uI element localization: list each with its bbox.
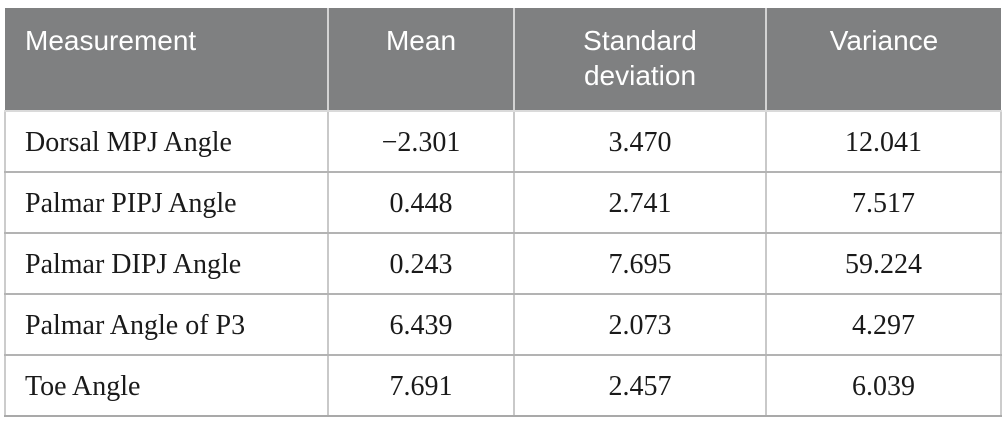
cell-mean: 0.448 xyxy=(327,172,514,234)
cell-measurement: Dorsal MPJ Angle xyxy=(4,111,328,173)
cell-mean: 7.691 xyxy=(327,355,514,417)
cell-mean: −2.301 xyxy=(327,111,514,173)
table-row: Palmar Angle of P3 6.439 2.073 4.297 xyxy=(4,294,1002,356)
cell-variance: 7.517 xyxy=(765,172,1002,234)
table-body: Dorsal MPJ Angle −2.301 3.470 12.041 Pal… xyxy=(4,111,1002,417)
cell-standard-deviation: 7.695 xyxy=(513,233,766,295)
header-cell-measurement: Measurement xyxy=(5,8,328,112)
cell-measurement: Palmar Angle of P3 xyxy=(4,294,328,356)
header-cell-variance: Variance xyxy=(765,8,1001,112)
header-cell-standard-deviation: Standard deviation xyxy=(513,8,766,112)
cell-mean: 6.439 xyxy=(327,294,514,356)
statistics-table-container: Measurement Mean Standard deviation Vari… xyxy=(4,8,1002,417)
table-row: Toe Angle 7.691 2.457 6.039 xyxy=(4,355,1002,417)
statistics-table: Measurement Mean Standard deviation Vari… xyxy=(4,8,1002,417)
cell-measurement: Palmar PIPJ Angle xyxy=(4,172,328,234)
table-row: Dorsal MPJ Angle −2.301 3.470 12.041 xyxy=(4,111,1002,173)
cell-mean: 0.243 xyxy=(327,233,514,295)
header-row: Measurement Mean Standard deviation Vari… xyxy=(5,8,1001,112)
cell-measurement: Toe Angle xyxy=(4,355,328,417)
cell-standard-deviation: 2.741 xyxy=(513,172,766,234)
header-cell-mean: Mean xyxy=(327,8,514,112)
cell-standard-deviation: 3.470 xyxy=(513,111,766,173)
table-header: Measurement Mean Standard deviation Vari… xyxy=(5,8,1001,112)
cell-variance: 59.224 xyxy=(765,233,1002,295)
cell-variance: 12.041 xyxy=(765,111,1002,173)
table-row: Palmar DIPJ Angle 0.243 7.695 59.224 xyxy=(4,233,1002,295)
cell-standard-deviation: 2.457 xyxy=(513,355,766,417)
cell-standard-deviation: 2.073 xyxy=(513,294,766,356)
cell-variance: 4.297 xyxy=(765,294,1002,356)
table-row: Palmar PIPJ Angle 0.448 2.741 7.517 xyxy=(4,172,1002,234)
cell-variance: 6.039 xyxy=(765,355,1002,417)
cell-measurement: Palmar DIPJ Angle xyxy=(4,233,328,295)
